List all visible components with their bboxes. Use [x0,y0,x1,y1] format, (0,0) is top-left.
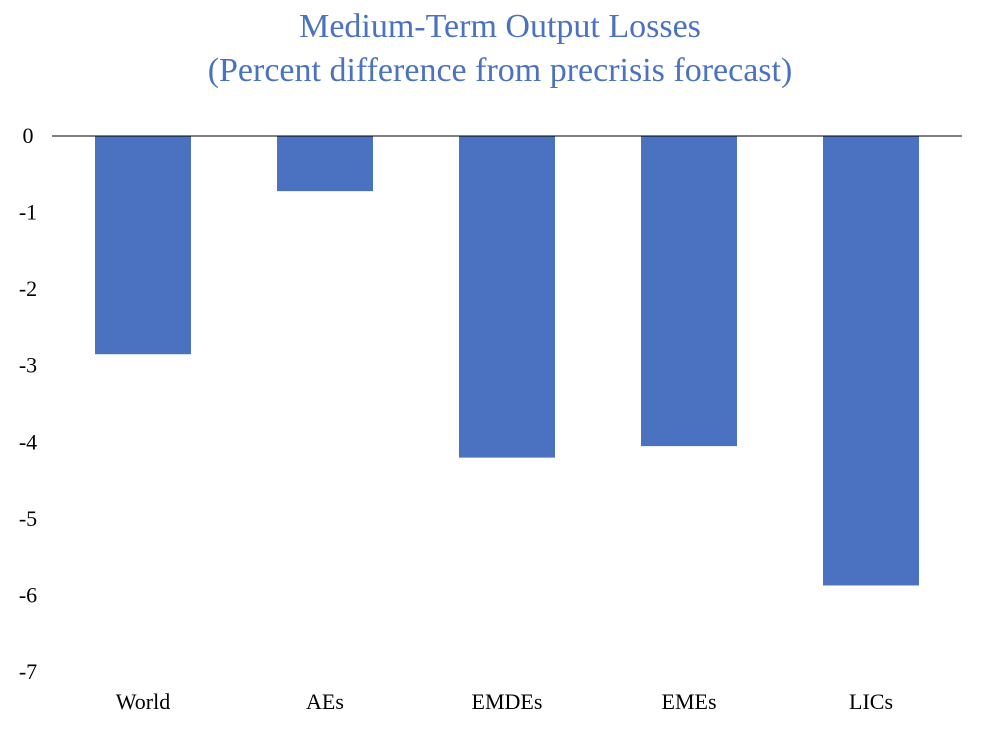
x-axis: World AEs EMDEs EMEs LICs [116,689,893,714]
y-tick-label: -4 [19,429,37,454]
y-tick-label: -5 [19,506,37,531]
y-tick-label: 0 [23,123,34,148]
bar-emdes [459,136,555,458]
x-tick-label: EMDEs [472,689,543,714]
y-tick-label: -1 [19,200,37,225]
chart-title: Medium-Term Output Losses [299,8,701,45]
y-tick-label: -7 [19,659,37,684]
x-tick-label: LICs [849,689,893,714]
bar-emes [641,136,737,447]
x-tick-label: AEs [306,689,344,714]
bar-aes [277,136,373,192]
bar-world [95,136,191,355]
y-tick-label: -6 [19,582,37,607]
bar-lics [823,136,919,586]
y-axis: 0 -1 -2 -3 -4 -5 -6 -7 [19,123,37,684]
y-tick-label: -2 [19,276,37,301]
x-tick-label: World [116,689,170,714]
x-tick-label: EMEs [662,689,717,714]
bars-group [95,136,919,586]
y-tick-label: -3 [19,353,37,378]
chart-subtitle: (Percent difference from precrisis forec… [207,52,793,89]
